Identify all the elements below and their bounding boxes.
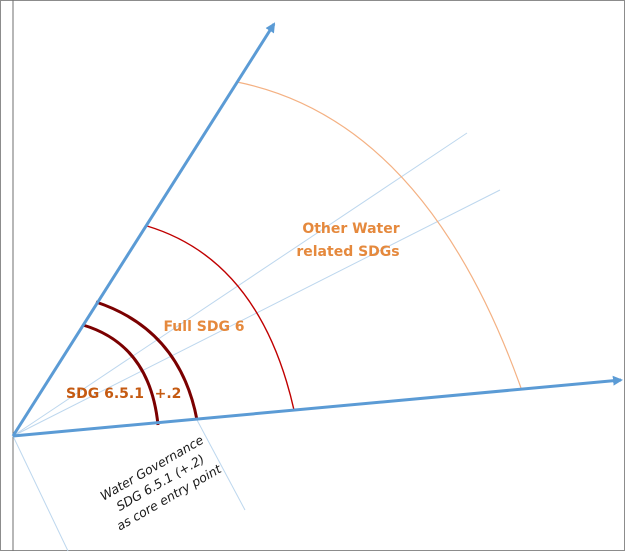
sdg651-label: SDG 6.5.1 xyxy=(66,386,144,402)
plus2-label: +.2 xyxy=(155,386,182,402)
upper-thin-ray xyxy=(12,132,468,437)
governance-label: Water Governance SDG 6.5.1 (+.2) as core… xyxy=(97,432,224,533)
other-water-arc xyxy=(236,81,522,389)
lower-left-guide xyxy=(12,435,69,551)
lower-right-guide xyxy=(196,419,246,511)
plus2-arc xyxy=(95,300,199,421)
full-sdg6-arc xyxy=(146,225,295,411)
sdg651-arc xyxy=(82,323,160,426)
lower-axis-arrow xyxy=(12,375,623,438)
upper-axis-arrow xyxy=(11,22,276,437)
other-water-label-line1: Other Water xyxy=(302,221,399,237)
full-sdg6-label: Full SDG 6 xyxy=(163,319,244,335)
other-water-label-line2: related SDGs xyxy=(296,244,399,260)
